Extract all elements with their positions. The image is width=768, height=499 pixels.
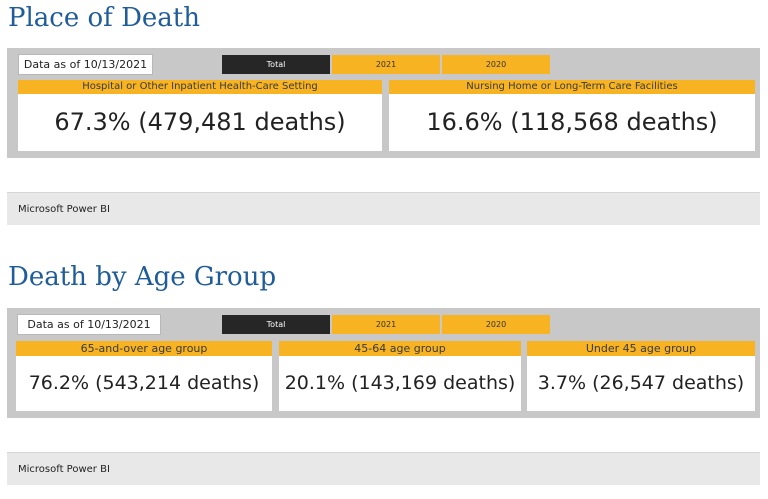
nursing-home-card: Nursing Home or Long-Term Care Facilitie… [389, 80, 755, 151]
age-65-over-card: 65-and-over age group 76.2% (543,214 dea… [16, 341, 272, 411]
power-bi-footer-link[interactable]: Microsoft Power BI [7, 192, 760, 225]
hospital-card-header: Hospital or Other Inpatient Health-Care … [18, 80, 382, 94]
hospital-card-value: 67.3% (479,481 deaths) [54, 108, 346, 136]
death-by-age-group-title: Death by Age Group [8, 262, 277, 292]
place-of-death-panel: Data as of 10/13/2021 Total 2021 2020 Ho… [7, 48, 760, 158]
power-bi-footer-link[interactable]: Microsoft Power BI [7, 452, 760, 485]
tab-total[interactable]: Total [222, 55, 330, 74]
under-45-card-header: Under 45 age group [527, 341, 755, 356]
tab-2020[interactable]: 2020 [442, 55, 550, 74]
nursing-home-card-value: 16.6% (118,568 deaths) [426, 108, 718, 136]
data-as-of-label: Data as of 10/13/2021 [18, 54, 153, 75]
age-65-over-card-header: 65-and-over age group [16, 341, 272, 356]
data-as-of-label: Data as of 10/13/2021 [17, 314, 161, 335]
tab-total[interactable]: Total [222, 315, 330, 334]
age-group-panel: Data as of 10/13/2021 Total 2021 2020 65… [7, 308, 760, 418]
age-45-64-card-header: 45-64 age group [279, 341, 521, 356]
hospital-card: Hospital or Other Inpatient Health-Care … [18, 80, 382, 151]
under-45-card-value: 3.7% (26,547 deaths) [537, 372, 745, 394]
age-65-over-card-value: 76.2% (543,214 deaths) [28, 372, 260, 394]
under-45-card: Under 45 age group 3.7% (26,547 deaths) [527, 341, 755, 411]
nursing-home-card-header: Nursing Home or Long-Term Care Facilitie… [389, 80, 755, 94]
age-45-64-card-value: 20.1% (143,169 deaths) [284, 372, 516, 394]
place-of-death-title: Place of Death [8, 3, 200, 33]
tab-2020[interactable]: 2020 [442, 315, 550, 334]
tab-2021[interactable]: 2021 [332, 315, 440, 334]
age-45-64-card: 45-64 age group 20.1% (143,169 deaths) [279, 341, 521, 411]
tab-2021[interactable]: 2021 [332, 55, 440, 74]
